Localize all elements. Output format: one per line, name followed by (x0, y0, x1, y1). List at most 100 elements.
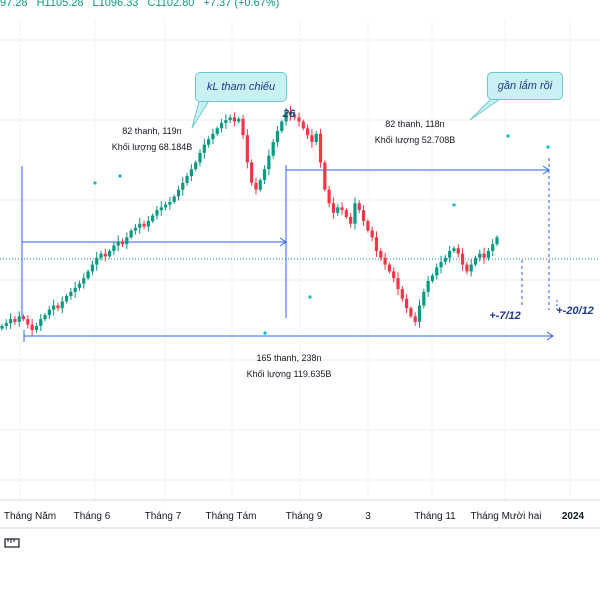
candle-body (361, 210, 366, 221)
candle-body (370, 230, 374, 238)
x-tick-label: Tháng 9 (286, 511, 323, 522)
candle-body (185, 176, 189, 183)
x-tick-label: Tháng Năm (4, 511, 56, 522)
low-label: +-7/12 (489, 310, 521, 322)
candle-body (288, 112, 292, 115)
candle-body (34, 325, 39, 330)
callout-reference-volume-label: kL tham chiếu (206, 81, 276, 93)
candle-body (331, 203, 336, 213)
candle-body (267, 155, 271, 170)
candle-body (258, 180, 262, 190)
candle-body (77, 283, 82, 288)
candle-body (224, 120, 228, 123)
candle-body (383, 257, 387, 265)
candle-body (176, 189, 181, 197)
candle-body (163, 204, 168, 208)
candle-body (318, 133, 323, 163)
candle-body (232, 117, 237, 122)
candle-body (116, 241, 120, 246)
candle-body (405, 298, 409, 309)
candle-body (151, 215, 155, 221)
marker-dot (452, 203, 456, 207)
ruler-icon[interactable] (4, 536, 20, 550)
callout-pointer (469, 95, 504, 121)
candle-body (0, 325, 4, 329)
candle-body (275, 131, 280, 142)
candle-body (400, 289, 404, 299)
ohlc-change: +7.37 (+0.67%) (203, 0, 280, 9)
candle-body (379, 250, 383, 258)
candle-body (181, 182, 185, 190)
candle-body (86, 271, 90, 279)
candle-body (426, 280, 430, 292)
end-label: +-20/12 (556, 305, 594, 317)
x-tick-label: Tháng Tám (206, 511, 257, 522)
candle-body (52, 305, 56, 310)
candle-body (323, 162, 327, 190)
candle-body (155, 210, 159, 216)
candle-body (215, 128, 219, 134)
candle-body (47, 309, 51, 316)
ohlc-open: 97.28 (0, 0, 28, 9)
candle-body (293, 114, 297, 118)
grid (0, 20, 600, 500)
callout-pointer (191, 97, 211, 129)
candle-body (194, 162, 198, 170)
candle-body (409, 308, 413, 317)
candle-body (473, 257, 478, 265)
candle-body (340, 207, 344, 211)
candle-body (301, 121, 305, 129)
candle-body (478, 253, 482, 258)
candle-body (17, 316, 21, 322)
candle-body (271, 141, 275, 156)
ohlc-low: L1096.33 (92, 0, 139, 9)
candle-body (129, 230, 133, 238)
range-left-bars-label: 82 thanh, 119n (122, 126, 181, 136)
ohlc-readout: 97.28 H1105.28 L1096.33 C1102.80 +7.37 (… (0, 0, 285, 9)
candle-body (336, 207, 340, 213)
candle-body (73, 287, 77, 292)
candle-body (241, 118, 245, 136)
candle-body (491, 244, 495, 251)
candle-body (366, 221, 370, 231)
marker-dot (263, 331, 267, 335)
candle-body (211, 133, 215, 140)
candle-body (120, 241, 125, 245)
x-tick-label: 3 (365, 511, 371, 522)
candle-body (189, 169, 193, 177)
candle-body (297, 117, 301, 122)
candle-body (357, 203, 361, 211)
range-annotations (0, 95, 600, 342)
candle-body (439, 261, 443, 268)
candle-body (349, 216, 353, 224)
candle-body (95, 257, 99, 265)
candle-body (452, 248, 456, 251)
marker-dot (93, 181, 97, 185)
candle-body (108, 250, 112, 257)
candle-body (250, 162, 254, 183)
ohlc-high: H1105.28 (36, 0, 84, 9)
candle-body (9, 319, 13, 324)
ohlc-close: C1102.80 (147, 0, 195, 9)
candle-body (430, 275, 435, 281)
candle-body (353, 203, 357, 224)
candle-body (422, 291, 426, 306)
callout-almost-there[interactable]: gần lắm rồi (487, 72, 563, 100)
candle-body (82, 278, 86, 284)
candle-body (443, 257, 447, 262)
candle-body (219, 122, 224, 129)
candle-body (448, 250, 452, 258)
candle-body (245, 135, 249, 163)
range-bottom-arrow (546, 331, 554, 341)
callout-reference-volume[interactable]: kL tham chiếu (195, 72, 287, 102)
x-tick-label: 2024 (562, 511, 585, 522)
x-tick-label: Tháng Mười hai (470, 511, 541, 522)
candle-body (262, 169, 267, 181)
peak-label: 26 (282, 108, 296, 120)
candle-body (198, 152, 202, 163)
marker-dot (308, 295, 312, 299)
candle-body (69, 291, 73, 296)
x-tick-label: Tháng 7 (145, 511, 182, 522)
